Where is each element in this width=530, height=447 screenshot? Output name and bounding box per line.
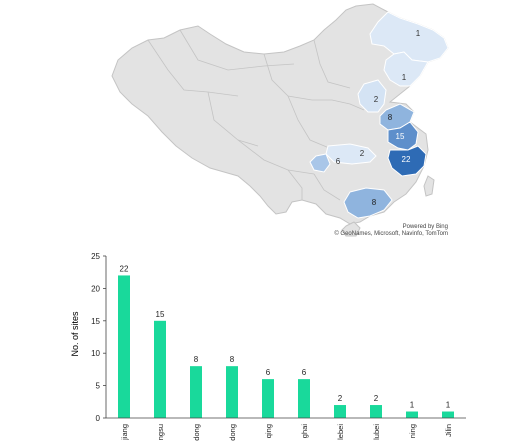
bar xyxy=(118,275,130,418)
bar xyxy=(154,320,166,418)
x-tick-label: lebei xyxy=(336,424,345,440)
y-tick-label: 15 xyxy=(91,317,100,326)
bar xyxy=(442,411,454,418)
bar-value-label: 6 xyxy=(302,368,307,377)
bar-value-label: 22 xyxy=(120,264,129,273)
map-credit-powered: Powered by Bing xyxy=(402,224,448,230)
label-jiangsu: 15 xyxy=(396,132,405,141)
label-jilin: 1 xyxy=(402,73,407,82)
bar xyxy=(298,379,310,418)
bar-value-label: 2 xyxy=(338,394,343,403)
region-zhejiang xyxy=(387,145,427,177)
region-jiangsu xyxy=(387,121,419,151)
x-tick-label: dong xyxy=(228,424,237,441)
taiwan-island xyxy=(423,175,435,197)
y-tick-label: 0 xyxy=(96,414,101,423)
region-hebei xyxy=(357,79,387,113)
label-hubei: 2 xyxy=(360,149,365,158)
x-axis: jiang ngsu dong dong qing ghai lebei lubei ning J… xyxy=(106,417,466,441)
bar-value-label: 1 xyxy=(410,401,415,410)
y-axis-title: No. of sites xyxy=(70,311,80,357)
bar xyxy=(334,405,346,418)
hainan-island xyxy=(341,221,361,237)
x-tick-label: lubei xyxy=(372,424,381,440)
y-tick-label: 20 xyxy=(91,284,100,293)
china-map: 1 1 2 8 15 22 2 6 8 Powered by Bing © Ge… xyxy=(88,0,458,240)
bar-chart: 0 5 10 15 20 25 22 15 8 8 6 6 2 2 1 1 jiang ngsu dong don… xyxy=(0,240,530,442)
bar xyxy=(370,405,382,418)
x-tick-label: ning xyxy=(408,424,417,438)
x-tick-label: jiang xyxy=(120,424,129,441)
map-credit-sources: © GeoNames, Microsoft, Navinfo, TomTom xyxy=(334,231,448,237)
label-shandong: 8 xyxy=(388,113,393,122)
region-guangdong xyxy=(343,187,393,219)
bar-value-label: 1 xyxy=(446,401,451,410)
region-jilin xyxy=(383,51,429,87)
x-tick-label: qing xyxy=(264,424,273,438)
bar-value-label: 8 xyxy=(230,355,235,364)
bar xyxy=(406,411,418,418)
region-chongqing xyxy=(309,153,331,173)
x-tick-label: ngsu xyxy=(156,424,165,440)
bar-value-label: 15 xyxy=(156,310,165,319)
label-hebei: 2 xyxy=(374,95,379,104)
y-tick-label: 10 xyxy=(91,349,100,358)
bars xyxy=(118,275,454,418)
bar xyxy=(190,366,202,418)
bar-value-label: 8 xyxy=(194,355,199,364)
map-svg: 1 1 2 8 15 22 2 6 8 xyxy=(111,3,449,237)
region-labels: 1 1 2 8 15 22 2 6 8 xyxy=(336,29,421,207)
x-tick-label: Jilin xyxy=(444,424,453,437)
bar-value-label: 6 xyxy=(266,368,271,377)
region-hubei xyxy=(325,143,377,165)
bar-value-label: 2 xyxy=(374,394,379,403)
label-guangdong: 8 xyxy=(372,198,377,207)
label-heilongjiang: 1 xyxy=(416,29,421,38)
y-tick-label: 25 xyxy=(91,252,100,261)
label-zhejiang: 22 xyxy=(402,155,411,164)
bar xyxy=(262,379,274,418)
y-tick-label: 5 xyxy=(96,382,101,391)
label-chongqing: 6 xyxy=(336,157,341,166)
x-tick-label: dong xyxy=(192,424,201,441)
x-tick-label: ghai xyxy=(300,424,309,439)
bar xyxy=(226,366,238,418)
y-axis: 0 5 10 15 20 25 xyxy=(91,252,107,423)
